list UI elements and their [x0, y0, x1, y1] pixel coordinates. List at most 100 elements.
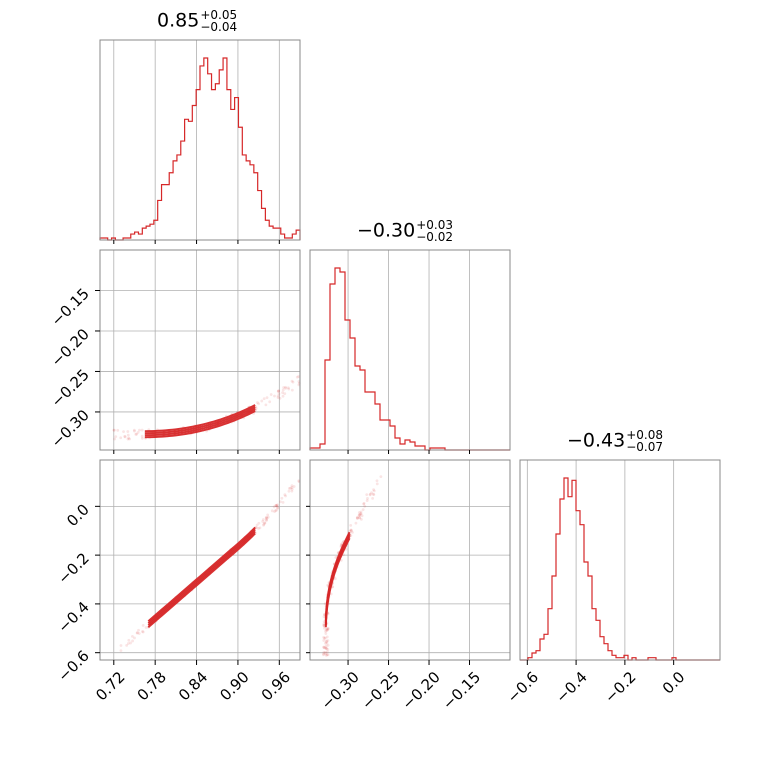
sample-point — [137, 628, 140, 632]
sample-point — [290, 487, 294, 491]
sample-point — [368, 493, 372, 497]
sample-point — [358, 516, 361, 519]
sample-point — [325, 653, 329, 657]
sample-point — [349, 528, 353, 532]
sample-point — [322, 651, 326, 654]
sample-point — [365, 499, 369, 503]
sample-point — [112, 428, 116, 432]
sample-point — [283, 392, 287, 396]
sample-point — [274, 504, 278, 507]
sample-point — [325, 635, 329, 639]
sample-point — [284, 386, 288, 390]
sample-point — [276, 396, 280, 400]
sample-point — [323, 636, 327, 640]
sample-point — [281, 388, 285, 392]
sample-point — [140, 436, 144, 440]
y-tick-label: −0.6 — [54, 647, 92, 685]
sample-point — [322, 639, 326, 642]
x-tick-label: 0.0 — [659, 668, 689, 698]
sample-point — [262, 397, 266, 401]
sample-point — [351, 530, 354, 534]
sample-point — [127, 638, 131, 642]
sample-point — [326, 583, 330, 587]
sample-point — [289, 486, 292, 490]
y-tick-label: −0.15 — [48, 285, 93, 330]
panel-border-p1-p3 — [99, 459, 301, 661]
sample-point — [349, 528, 353, 532]
sample-point — [265, 396, 269, 400]
sample-point — [348, 529, 352, 533]
sample-point — [135, 432, 139, 436]
sample-point — [359, 517, 363, 521]
sample-point — [126, 433, 130, 437]
x-tick-label: 0.90 — [216, 668, 252, 704]
sample-point — [262, 522, 266, 526]
sample-point — [279, 500, 282, 504]
sample-point — [290, 486, 294, 489]
sample-point — [290, 489, 294, 493]
sample-point — [323, 651, 327, 654]
sample-point — [360, 514, 364, 518]
sample-point — [136, 430, 140, 434]
sample-point — [358, 516, 362, 520]
sample-point — [266, 515, 270, 519]
sample-point — [290, 484, 294, 488]
title-param-3: −0.43 +0.08 −0.07 — [567, 429, 663, 453]
sample-point — [281, 501, 285, 504]
sample-point — [260, 399, 264, 403]
sample-point — [349, 523, 353, 527]
sample-point — [284, 385, 287, 389]
title-param-2: −0.30 +0.03 −0.02 — [357, 219, 453, 243]
title-param-1: 0.85 +0.05 −0.04 — [157, 9, 237, 33]
sample-point — [123, 435, 127, 438]
sample-point — [324, 629, 327, 633]
sample-point — [362, 502, 366, 506]
contour-p1-p3 — [147, 532, 256, 629]
x-tick-label: −0.25 — [358, 668, 403, 713]
sample-point — [255, 523, 259, 527]
panel-2d-p2-p3 — [310, 460, 510, 660]
sample-point — [136, 631, 139, 635]
sample-point — [322, 623, 326, 627]
sample-point — [128, 437, 131, 441]
contour-p1-p3 — [147, 530, 256, 627]
sample-point — [363, 504, 367, 508]
sample-point — [326, 627, 330, 631]
sample-point — [379, 475, 383, 479]
sample-point — [276, 503, 279, 507]
sample-point — [323, 636, 326, 640]
sample-point — [324, 654, 328, 657]
sample-point — [264, 516, 268, 520]
sample-point — [256, 401, 259, 404]
sample-point — [324, 632, 328, 635]
sample-point — [359, 512, 363, 516]
sample-point — [264, 403, 268, 407]
sample-point — [122, 430, 125, 433]
sample-point — [281, 394, 285, 398]
sample-point — [131, 639, 134, 643]
sample-point — [270, 509, 274, 513]
sample-point — [254, 406, 258, 410]
sample-point — [366, 497, 369, 500]
sample-point — [355, 516, 359, 520]
title-plus-1: +0.05 — [200, 8, 238, 22]
sample-point — [137, 632, 141, 635]
sample-point — [264, 516, 268, 519]
sample-point — [372, 489, 376, 493]
title-minus-1: −0.04 — [200, 20, 238, 34]
sample-point — [131, 634, 134, 638]
contour-p1-p2 — [144, 410, 256, 439]
title-median-2: −0.30 — [357, 219, 416, 242]
sample-point — [325, 627, 328, 631]
sample-point — [375, 479, 379, 483]
sample-point — [272, 505, 276, 509]
sample-point — [275, 508, 278, 512]
sample-point — [329, 592, 333, 596]
contour-p1-p2 — [144, 408, 256, 437]
histogram-param-3 — [520, 477, 720, 661]
sample-point — [365, 493, 369, 497]
contour-p1-p3 — [147, 528, 256, 625]
sample-point — [325, 650, 329, 654]
y-tick-label: −0.20 — [48, 325, 93, 370]
